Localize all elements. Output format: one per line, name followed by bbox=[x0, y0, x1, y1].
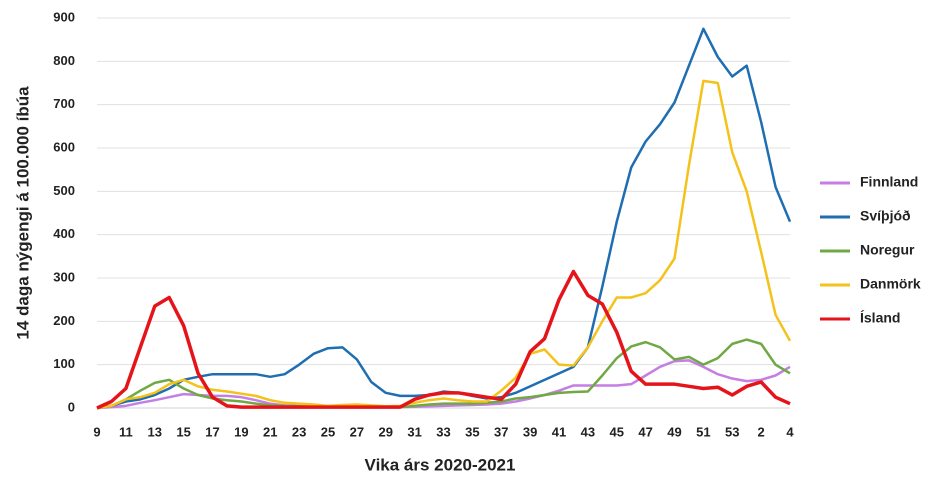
x-tick-label: 19 bbox=[234, 424, 248, 439]
y-tick-label: 100 bbox=[53, 356, 75, 371]
y-tick-label: 400 bbox=[53, 226, 75, 241]
x-axis-title: Vika árs 2020-2021 bbox=[365, 455, 516, 474]
x-tick-label: 35 bbox=[465, 424, 479, 439]
legend-label: Noregur bbox=[860, 242, 915, 258]
y-tick-label: 800 bbox=[53, 53, 75, 68]
x-tick-label: 15 bbox=[176, 424, 190, 439]
x-tick-label: 2 bbox=[758, 424, 765, 439]
x-tick-label: 11 bbox=[119, 424, 133, 439]
x-tick-label: 13 bbox=[148, 424, 162, 439]
legend-label: Svíþjóð bbox=[860, 208, 911, 224]
series-line bbox=[96, 27, 792, 410]
series-line bbox=[96, 79, 792, 410]
series-line bbox=[96, 269, 791, 410]
x-tick-label: 27 bbox=[350, 424, 364, 439]
x-tick-label: 25 bbox=[321, 424, 335, 439]
legend-label: Finnland bbox=[860, 174, 918, 190]
y-tick-label: 300 bbox=[53, 269, 75, 284]
x-tick-label: 37 bbox=[494, 424, 508, 439]
x-tick-label: 31 bbox=[407, 424, 421, 439]
x-tick-label: 9 bbox=[93, 424, 100, 439]
x-tick-label: 51 bbox=[696, 424, 710, 439]
x-tick-label: 29 bbox=[379, 424, 393, 439]
x-tick-label: 39 bbox=[523, 424, 537, 439]
x-tick-label: 4 bbox=[786, 424, 794, 439]
y-tick-label: 900 bbox=[53, 9, 75, 24]
x-tick-label: 23 bbox=[292, 424, 306, 439]
x-tick-label: 33 bbox=[436, 424, 450, 439]
x-tick-label: 45 bbox=[610, 424, 624, 439]
y-tick-label: 0 bbox=[68, 399, 75, 414]
x-tick-label: 43 bbox=[581, 424, 595, 439]
x-tick-label: 49 bbox=[667, 424, 681, 439]
x-tick-label: 17 bbox=[205, 424, 219, 439]
y-axis-title: 14 daga nýgengi á 100.000 íbúa bbox=[13, 86, 32, 340]
legend-label: Danmörk bbox=[860, 276, 921, 292]
x-tick-label: 47 bbox=[638, 424, 652, 439]
x-tick-label: 21 bbox=[263, 424, 277, 439]
y-tick-label: 700 bbox=[53, 96, 75, 111]
x-tick-label: 53 bbox=[725, 424, 739, 439]
y-tick-label: 200 bbox=[53, 313, 75, 328]
y-tick-label: 600 bbox=[53, 139, 75, 154]
legend-label: Ísland bbox=[860, 310, 900, 326]
y-tick-label: 500 bbox=[53, 183, 75, 198]
x-tick-label: 41 bbox=[552, 424, 566, 439]
